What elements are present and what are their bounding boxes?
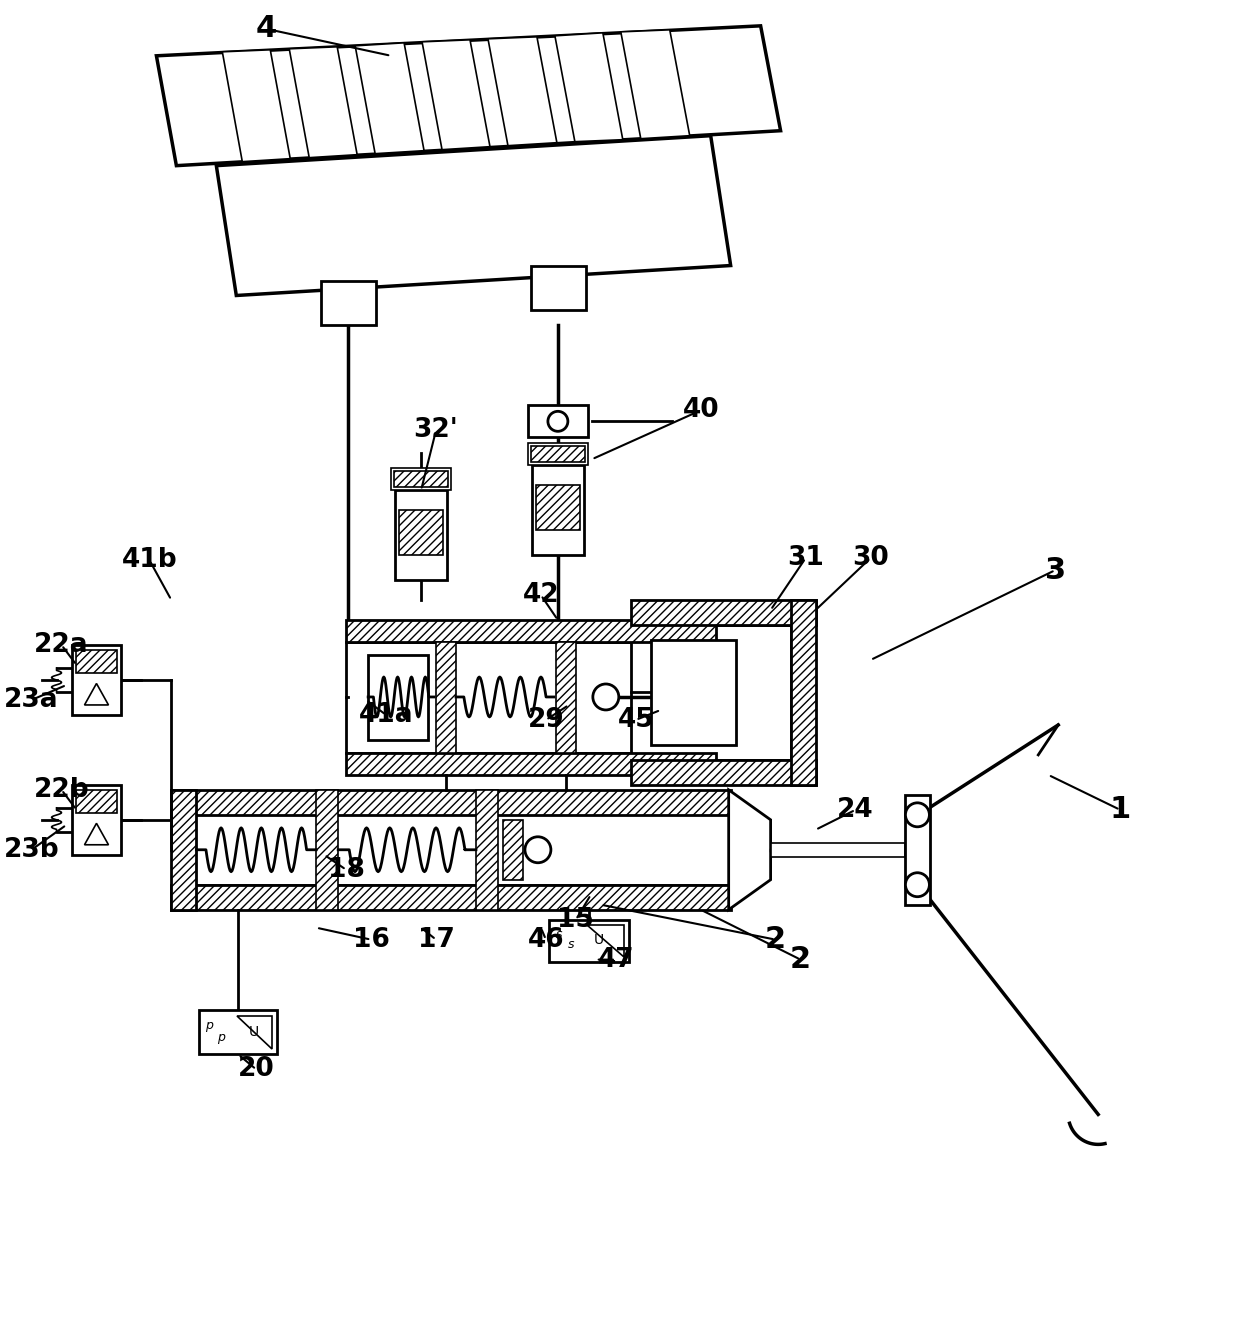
Bar [532,465,584,555]
Bar [346,753,715,775]
Bar [171,884,730,910]
Polygon shape [489,36,557,146]
Text: 42: 42 [522,582,559,608]
Bar [631,760,816,785]
Bar [531,446,585,462]
Text: 47: 47 [598,946,634,973]
Bar [346,642,715,753]
Bar [196,815,730,884]
Text: 45: 45 [618,708,653,733]
Bar [503,820,523,880]
Text: s: s [556,929,562,941]
Polygon shape [84,823,108,844]
Text: s: s [568,938,574,951]
Bar [549,919,629,962]
Text: 24: 24 [837,797,874,823]
Text: 46: 46 [527,927,564,953]
Text: 30: 30 [852,545,889,571]
Bar [528,444,588,465]
Text: 1: 1 [1110,796,1131,824]
Bar [321,280,376,326]
Circle shape [905,872,930,896]
Text: 40: 40 [682,398,719,423]
Text: 2: 2 [790,945,811,974]
Bar [76,789,118,813]
Bar [770,843,905,856]
Polygon shape [554,32,622,142]
Polygon shape [237,1016,273,1048]
Text: 41a: 41a [358,702,413,728]
Bar [531,265,585,311]
Bar [316,789,339,910]
Polygon shape [84,683,108,705]
Text: 18: 18 [327,856,365,883]
Bar [536,485,580,531]
Polygon shape [289,47,357,158]
Bar [72,785,122,855]
Bar [394,472,448,488]
Circle shape [548,411,568,431]
Polygon shape [729,789,770,910]
Text: 41b: 41b [122,547,177,574]
Polygon shape [621,29,689,139]
Bar [72,645,122,716]
Text: 22b: 22b [33,777,89,803]
Text: 16: 16 [352,927,389,953]
Text: 15: 15 [558,907,594,933]
Bar [399,511,443,555]
Text: U: U [249,1025,259,1038]
Text: p: p [206,1018,213,1032]
Bar [631,600,816,624]
Text: 20: 20 [238,1056,274,1083]
Bar [346,620,715,642]
Bar [476,789,498,910]
Polygon shape [587,925,624,957]
Circle shape [593,683,619,710]
Text: 23b: 23b [4,836,60,863]
Polygon shape [222,50,290,162]
Text: 29: 29 [527,708,564,733]
Bar [631,624,791,760]
Text: 31: 31 [787,545,825,571]
Polygon shape [355,43,424,154]
Text: 23a: 23a [4,687,58,713]
Bar [396,490,448,580]
Bar [436,642,456,753]
Bar [171,789,196,910]
Text: 32': 32' [414,417,459,444]
Text: 3: 3 [1044,556,1066,584]
Circle shape [525,836,551,863]
Circle shape [905,803,930,827]
Text: p: p [217,1030,226,1044]
Bar [528,405,588,437]
Text: 2: 2 [765,925,786,954]
Bar [368,655,428,740]
Text: 4: 4 [255,15,277,43]
Bar [200,1009,278,1055]
Text: U: U [594,933,604,946]
Bar [76,650,118,673]
Bar [171,789,730,815]
Polygon shape [422,40,490,150]
Bar [391,468,451,490]
Bar [556,642,575,753]
Bar [791,600,816,785]
Polygon shape [216,135,730,296]
Text: 17: 17 [418,927,455,953]
Polygon shape [156,25,781,166]
Bar [651,641,735,745]
Text: 22a: 22a [35,632,89,658]
Bar [905,795,930,905]
